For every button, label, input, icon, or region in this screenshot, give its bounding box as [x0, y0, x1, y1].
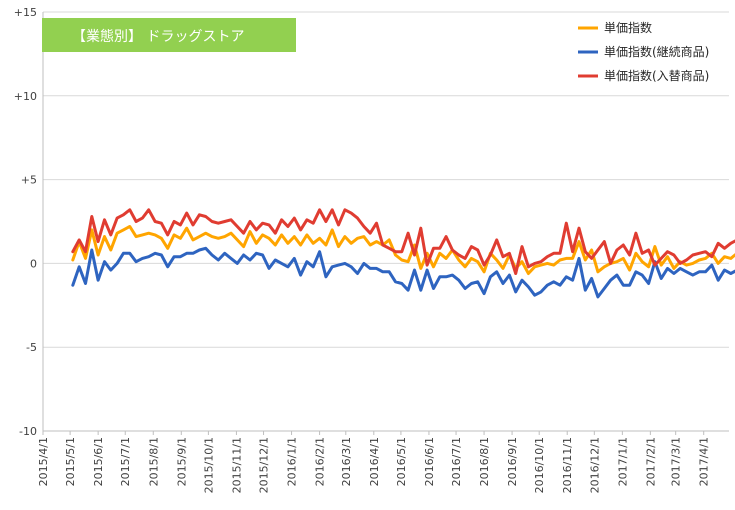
legend-label-2: 単価指数(継続商品) [604, 44, 709, 59]
series-lines [71, 208, 735, 299]
x-tick-label: 2016/11/1 [561, 437, 574, 493]
x-tick-label: 2016/4/1 [368, 437, 381, 486]
x-tick-label: 2015/10/1 [202, 437, 215, 493]
chart-title: 【業態別】 ドラッグストア [72, 29, 244, 45]
x-tick-label: 2016/1/1 [286, 437, 299, 486]
x-tick-label: 2016/3/1 [340, 437, 353, 486]
x-tick-label: 2016/5/1 [395, 437, 408, 486]
x-tick-label: 2015/4/1 [37, 437, 50, 486]
legend-label-3: 単価指数(入替商品) [604, 68, 709, 83]
x-tick-label: 2016/12/1 [588, 437, 601, 493]
x-tick-label: 2015/8/1 [147, 437, 160, 486]
y-tick-label: 0 [30, 257, 37, 270]
x-tick-label: 2016/8/1 [478, 437, 491, 486]
x-tick-label: 2016/6/1 [423, 437, 436, 486]
x-tick-label: 2016/10/1 [533, 437, 546, 493]
x-tick-label: 2015/5/1 [64, 437, 77, 486]
x-tick-label: 2015/6/1 [92, 437, 105, 486]
x-tick-label: 2015/11/1 [230, 437, 243, 493]
x-tick-label: 2017/1/1 [616, 437, 629, 486]
x-tick-label: 2016/9/1 [506, 437, 519, 486]
x-tick-label: 2017/3/1 [670, 437, 683, 486]
title-badge [42, 18, 296, 52]
x-tick-label: 2015/9/1 [175, 437, 188, 486]
legend-label-1: 単価指数 [604, 20, 652, 35]
x-tick-label: 2016/2/1 [314, 437, 327, 486]
y-tick-label: +10 [14, 90, 37, 103]
series-line-2 [71, 246, 735, 299]
y-tick-label: -5 [26, 341, 37, 354]
x-tick-label: 2015/12/1 [258, 437, 271, 493]
y-tick-label: -10 [19, 425, 37, 438]
x-tick-label: 2016/7/1 [450, 437, 463, 486]
x-tick-label: 2017/2/1 [644, 437, 657, 486]
y-tick-label: +5 [21, 174, 37, 187]
series-line-3 [71, 208, 735, 275]
y-tick-label: +15 [14, 6, 37, 19]
x-tick-label: 2017/4/1 [698, 437, 711, 486]
title-badge-group: 【業態別】 ドラッグストア [42, 18, 296, 52]
x-tick-label: 2015/7/1 [119, 437, 132, 486]
series-line-1 [71, 225, 735, 275]
